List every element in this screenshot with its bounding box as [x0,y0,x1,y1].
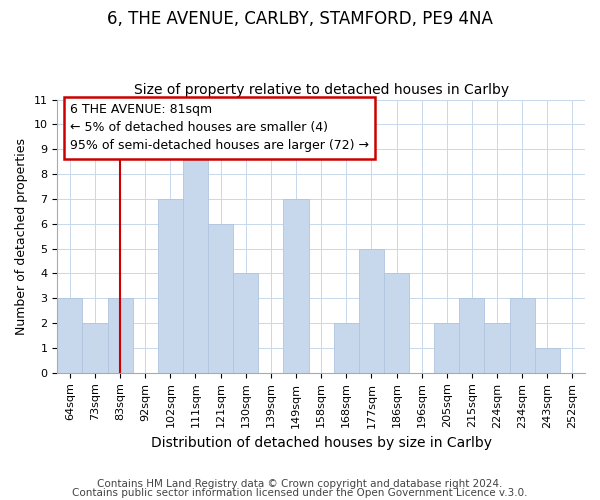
Bar [509,298,535,373]
Text: 6, THE AVENUE, CARLBY, STAMFORD, PE9 4NA: 6, THE AVENUE, CARLBY, STAMFORD, PE9 4NA [107,10,493,28]
Bar [460,298,484,373]
Bar [208,224,233,373]
Bar [535,348,560,373]
Bar [82,323,107,373]
Y-axis label: Number of detached properties: Number of detached properties [15,138,28,334]
Bar [434,323,460,373]
Text: Contains HM Land Registry data © Crown copyright and database right 2024.: Contains HM Land Registry data © Crown c… [97,479,503,489]
Bar [107,298,133,373]
Bar [183,149,208,373]
Bar [334,323,359,373]
Bar [384,274,409,373]
Text: Contains public sector information licensed under the Open Government Licence v.: Contains public sector information licen… [72,488,528,498]
Bar [57,298,82,373]
Bar [359,248,384,373]
Bar [233,274,259,373]
Text: 6 THE AVENUE: 81sqm
← 5% of detached houses are smaller (4)
95% of semi-detached: 6 THE AVENUE: 81sqm ← 5% of detached hou… [70,104,369,152]
X-axis label: Distribution of detached houses by size in Carlby: Distribution of detached houses by size … [151,436,491,450]
Bar [283,199,308,373]
Bar [484,323,509,373]
Title: Size of property relative to detached houses in Carlby: Size of property relative to detached ho… [134,83,509,97]
Bar [158,199,183,373]
